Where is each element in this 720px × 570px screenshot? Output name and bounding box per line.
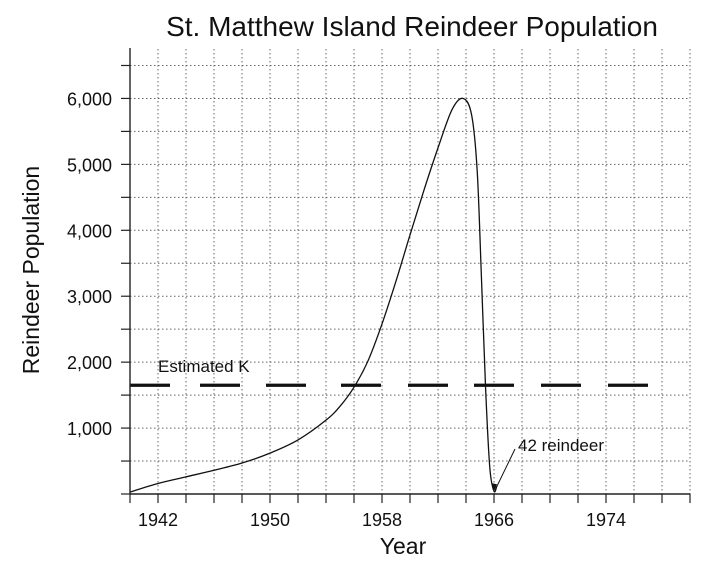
y-tick-label: 5,000 <box>67 155 112 175</box>
y-tick-label: 6,000 <box>67 89 112 109</box>
estimated-k-label: Estimated K <box>158 357 250 376</box>
y-tick-label: 3,000 <box>67 287 112 307</box>
axes <box>121 48 691 503</box>
grid-lines <box>130 49 691 494</box>
x-tick-label: 1966 <box>474 510 514 530</box>
arrow-shaft <box>494 448 516 491</box>
chart-title: St. Matthew Island Reindeer Population <box>166 11 658 42</box>
min-population-annotation: 42 reindeer <box>518 436 604 455</box>
population-line <box>129 97 498 493</box>
annotation-arrow <box>492 448 516 492</box>
x-axis-label: Year <box>380 533 427 559</box>
y-axis-tick-labels: 1,000 2,000 3,000 4,000 5,000 6,000 <box>67 89 112 439</box>
y-tick-label: 1,000 <box>67 419 112 439</box>
x-tick-label: 1958 <box>362 510 402 530</box>
x-tick-label: 1974 <box>586 510 626 530</box>
y-axis-label: Reindeer Population <box>18 166 44 374</box>
x-tick-label: 1942 <box>138 510 178 530</box>
y-tick-label: 4,000 <box>67 221 112 241</box>
arrow-head-icon <box>492 483 497 492</box>
y-tick-label: 2,000 <box>67 353 112 373</box>
x-tick-label: 1950 <box>250 510 290 530</box>
x-axis-tick-labels: 1942 1950 1958 1966 1974 <box>138 510 626 530</box>
